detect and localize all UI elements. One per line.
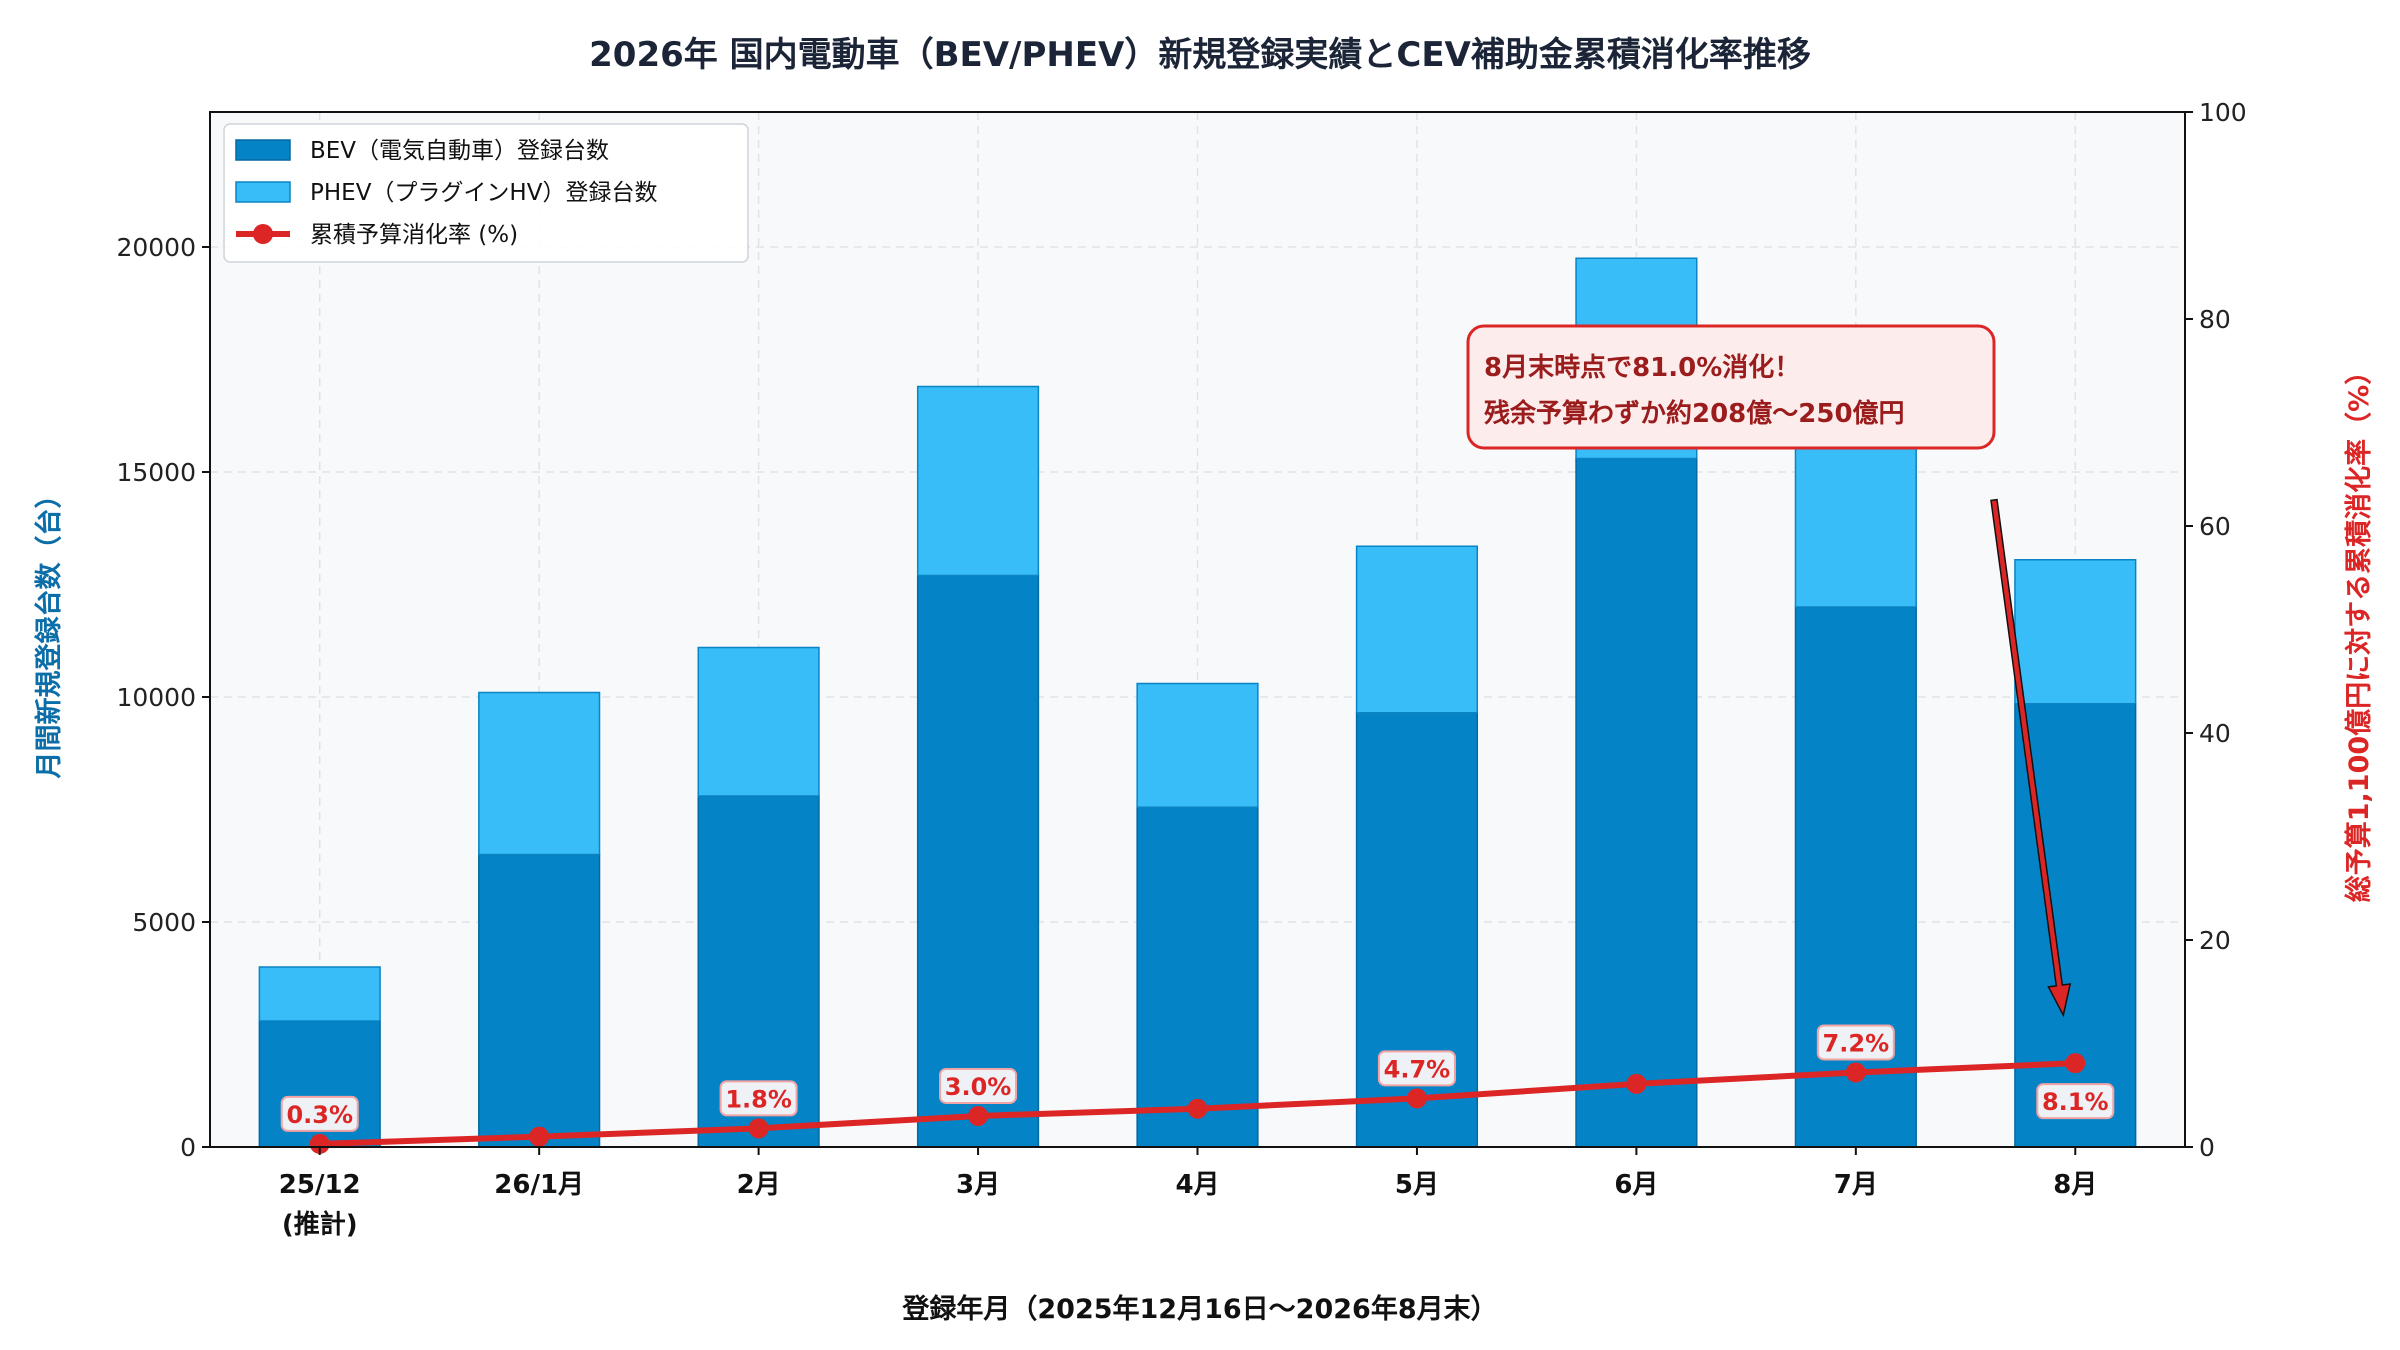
legend: BEV（電気自動車）登録台数 PHEV（プラグインHV）登録台数 累積予算消化率… [223,123,749,263]
y-tick-label: 20000 [116,233,196,262]
bar-phev [258,966,381,1022]
y2-tick-label: 60 [2199,512,2231,541]
point-label: 7.2% [1823,1029,1890,1057]
line-marker [748,1118,769,1139]
y2-tick-label: 40 [2199,719,2231,748]
y-axis-right: 0 20 40 60 80 100 [2185,98,2247,1162]
annotation-arrow [1990,498,2072,1018]
x-tick-label: 5月 [1395,1170,1439,1200]
arrow-shape [1990,498,2072,1018]
chart-title: 2026年 国内電動車（BEV/PHEV）新規登録実績とCEV補助金累積消化率推… [589,35,1811,75]
point-label: 3.0% [945,1073,1012,1101]
x-tick-label: 25/12 [279,1170,361,1200]
point-label-box [1816,1024,1895,1061]
x-tick-label: 7月 [1834,1170,1878,1200]
bar-phev [478,691,601,856]
x-tick-label: 26/1月 [494,1170,584,1200]
point-label-box [280,1095,359,1132]
x-tick-label: (推計) [282,1209,358,1240]
y-tick-label: 0 [180,1133,196,1162]
x-tick-label: 6月 [1614,1170,1658,1200]
y2-tick-label: 20 [2199,926,2231,955]
line-marker [309,1133,330,1154]
bar-phev [1355,545,1479,714]
legend-swatch-phev [235,181,291,203]
annotation-line-2: 残余予算わずか約208億〜250億円 [1484,398,1905,429]
bar-bev [1575,457,1698,1148]
bar-phev [916,385,1040,577]
bar-phev [697,646,820,797]
y2-axis-label: 総予算1,100億円に対する累積消化率（%） [2343,358,2375,902]
annotation-box [1466,324,1996,450]
y2-tick-label: 0 [2199,1133,2215,1162]
y-tick-label: 5000 [132,908,196,937]
consumption-line: 0.3% 1.8% 3.0% 4.7% 7.2% 8.1% [280,1024,2115,1154]
line-marker [1406,1088,1427,1109]
point-label: 1.8% [725,1085,792,1113]
line-marker [1187,1098,1208,1119]
legend-swatch-marker [253,224,273,244]
legend-swatch-bev [235,139,291,161]
bar-bev [1136,806,1259,1148]
line-marker [529,1126,550,1147]
line-marker [1845,1062,1866,1083]
legend-label-bev: BEV（電気自動車）登録台数 [310,138,609,164]
y2-tick-label: 80 [2199,305,2231,334]
bar-bev [916,574,1040,1148]
bar-phev [1794,430,1917,608]
bar-bev [478,853,601,1148]
line-marker [2065,1053,2086,1074]
bar-phev [1136,682,1259,808]
point-label-box [1377,1050,1456,1087]
point-label: 8.1% [2042,1088,2109,1116]
y-tick-label: 10000 [116,683,196,712]
x-axis-label: 登録年月（2025年12月16日〜2026年8月末） [901,1293,1497,1325]
point-label-box [2036,1083,2115,1120]
bar-phev [2014,559,2137,705]
point-label: 4.7% [1384,1055,1451,1083]
annotation: 8月末時点で81.0%消化！ 残余予算わずか約208億〜250億円 [1466,324,1996,450]
x-tick-label: 8月 [2053,1170,2097,1200]
line-marker [1626,1073,1647,1094]
y-axis-label: 月間新規登録台数（台） [33,482,65,780]
x-tick-label: 3月 [956,1170,1000,1200]
y-tick-label: 15000 [116,458,196,487]
x-axis: 25/12 (推計) 26/1月 2月 3月 4月 5月 6月 7月 8月 [279,1147,2097,1240]
legend-label-line: 累積予算消化率 (%) [310,222,518,248]
x-tick-label: 2月 [737,1170,781,1200]
line-marker [968,1105,989,1126]
point-label: 0.3% [286,1101,353,1129]
annotation-line-1: 8月末時点で81.0%消化！ [1484,352,1800,383]
x-tick-label: 4月 [1175,1170,1219,1200]
point-label-box [939,1067,1018,1104]
y-axis-left: 0 5000 10000 15000 20000 [116,233,210,1162]
y2-tick-label: 100 [2199,98,2247,127]
point-label-box [719,1080,798,1117]
legend-frame [223,123,749,263]
legend-label-phev: PHEV（プラグインHV）登録台数 [310,180,657,206]
